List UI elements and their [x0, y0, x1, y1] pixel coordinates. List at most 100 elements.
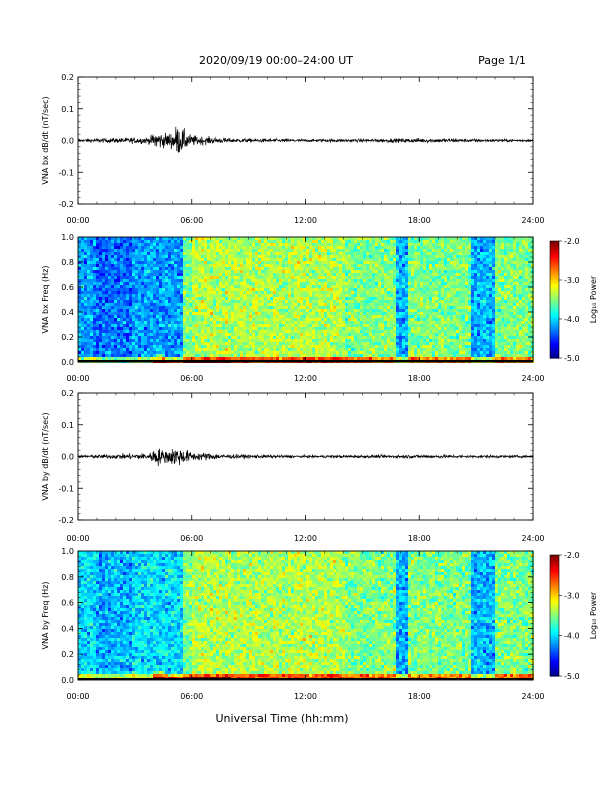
spectrogram-cell: [81, 330, 84, 333]
spectrogram-cell: [138, 339, 141, 342]
spectrogram-cell: [252, 237, 255, 240]
spectrogram-cell: [207, 330, 210, 333]
spectrogram-cell: [96, 300, 99, 303]
spectrogram-cell: [141, 252, 144, 255]
spectrogram-cell: [288, 237, 291, 240]
spectrogram-cell: [198, 321, 201, 324]
spectrogram-cell: [360, 279, 363, 282]
spectrogram-cell: [285, 243, 288, 246]
spectrogram-cell: [108, 327, 111, 330]
spectrogram-cell: [336, 300, 339, 303]
spectrogram-cell: [357, 348, 360, 351]
spectrogram-cell: [237, 339, 240, 342]
spectrogram-cell: [174, 252, 177, 255]
spectrogram-cell: [252, 252, 255, 255]
spectrogram-cell: [228, 261, 231, 264]
spectrogram-cell: [189, 285, 192, 288]
spectrogram-cell: [303, 342, 306, 345]
spectrogram-cell: [351, 303, 354, 306]
spectrogram-cell: [393, 327, 396, 330]
spectrogram-cell: [291, 339, 294, 342]
spectrogram-cell: [123, 258, 126, 261]
spectrogram-cell: [396, 357, 399, 360]
spectrogram-cell: [408, 348, 411, 351]
spectrogram-cell: [351, 297, 354, 300]
spectrogram-cell: [135, 258, 138, 261]
spectrogram-cell: [120, 279, 123, 282]
spectrogram-cell: [369, 294, 372, 297]
spectrogram-cell: [273, 339, 276, 342]
spectrogram-cell: [129, 324, 132, 327]
panels: 0.20.10.0-0.1-0.200:00 06:00 12:00 18:00 24:…: [41, 73, 598, 701]
spectrogram-cell: [399, 255, 402, 258]
spectrogram-cell: [357, 321, 360, 324]
spectrogram-cell: [225, 249, 228, 252]
spectrogram-cell: [345, 306, 348, 309]
spectrogram-cell: [312, 282, 315, 285]
spectrogram-cell: [90, 240, 93, 243]
spectrogram-cell: [276, 330, 279, 333]
spectrogram-cell: [105, 264, 108, 267]
spectrogram-cell: [126, 351, 129, 354]
spectrogram-cell: [102, 291, 105, 294]
spectrogram-cell: [363, 270, 366, 273]
spectrogram-cell: [312, 348, 315, 351]
spectrogram-cell: [216, 267, 219, 270]
spectrogram-cell: [318, 333, 321, 336]
spectrogram-cell: [168, 351, 171, 354]
spectrogram-cell: [297, 333, 300, 336]
spectrogram-cell: [411, 288, 414, 291]
spectrogram-cell: [315, 282, 318, 285]
spectrogram-cell: [309, 309, 312, 312]
spectrogram-cell: [204, 342, 207, 345]
spectrogram-cell: [90, 339, 93, 342]
spectrogram-cell: [369, 354, 372, 357]
spectrogram-cell: [321, 354, 324, 357]
spectrogram-cell: [201, 330, 204, 333]
spectrogram-cell: [162, 315, 165, 318]
spectrogram-cell: [147, 297, 150, 300]
spectrogram-cell: [204, 243, 207, 246]
spectrogram-cell: [219, 267, 222, 270]
spectrogram-cell: [198, 264, 201, 267]
spectrogram-cell: [312, 321, 315, 324]
spectrogram-cell: [168, 357, 171, 360]
spectrogram-cell: [201, 291, 204, 294]
spectrogram-cell: [225, 255, 228, 258]
spectrogram-cell: [123, 354, 126, 357]
spectrogram-cell: [273, 294, 276, 297]
spectrogram-cell: [129, 270, 132, 273]
spectrogram-cell: [273, 342, 276, 345]
spectrogram-cell: [156, 300, 159, 303]
spectrogram-cell: [372, 243, 375, 246]
spectrogram-cell: [144, 282, 147, 285]
spectrogram-cell: [114, 303, 117, 306]
spectrogram-cell: [204, 303, 207, 306]
spectrogram-cell: [156, 312, 159, 315]
spectrogram-cell: [156, 297, 159, 300]
spectrogram-cell: [105, 348, 108, 351]
spectrogram-cell: [366, 246, 369, 249]
spectrogram-cell: [282, 288, 285, 291]
spectrogram-cell: [336, 252, 339, 255]
spectrogram-cell: [414, 270, 417, 273]
spectrogram-cell: [414, 345, 417, 348]
spectrogram-cell: [294, 294, 297, 297]
spectrogram-cell: [291, 309, 294, 312]
spectrogram-cell: [213, 270, 216, 273]
spectrogram-cell: [123, 243, 126, 246]
spectrogram-cell: [249, 321, 252, 324]
spectrogram-cell: [315, 315, 318, 318]
spectrogram-cell: [135, 237, 138, 240]
spectrogram-cell: [234, 249, 237, 252]
spectrogram-cell: [255, 300, 258, 303]
spectrogram-cell: [414, 249, 417, 252]
spectrogram-cell: [78, 336, 81, 339]
spectrogram-cell: [393, 279, 396, 282]
spectrogram-cell: [390, 321, 393, 324]
spectrogram-cell: [246, 342, 249, 345]
spectrogram-cell: [198, 312, 201, 315]
spectrogram-cell: [216, 249, 219, 252]
spectrogram-cell: [174, 249, 177, 252]
spectrogram-cell: [366, 342, 369, 345]
